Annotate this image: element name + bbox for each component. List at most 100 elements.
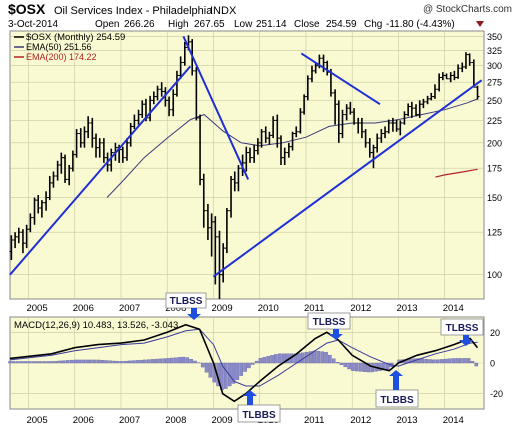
macd-histogram-bar — [82, 360, 85, 363]
macd-histogram-bar — [270, 355, 273, 363]
macd-histogram-bar — [243, 363, 246, 371]
macd-histogram-bar — [43, 361, 46, 363]
price-y-tick: 200 — [487, 138, 502, 148]
macd-histogram-bar — [55, 361, 58, 363]
macd-histogram-bar — [475, 363, 478, 366]
macd-histogram-bar — [259, 358, 262, 363]
macd-histogram-bar — [267, 356, 270, 363]
price-x-tick: 2012 — [350, 303, 371, 314]
macd-histogram-bar — [348, 363, 351, 369]
macd-histogram-bar — [143, 360, 146, 363]
open-value: 266.26 — [124, 19, 155, 30]
macd-histogram-bar — [359, 363, 362, 371]
macd-histogram-bar — [428, 359, 431, 363]
price-x-tick: 2010 — [258, 303, 279, 314]
callout-label: TLBSS — [313, 317, 346, 328]
macd-histogram-bar — [132, 361, 135, 363]
macd-histogram-bar — [201, 363, 204, 367]
macd-histogram-bar — [247, 363, 250, 368]
macd-histogram-bar — [205, 363, 208, 372]
macd-histogram-bar — [240, 363, 243, 376]
legend-ema50-label: EMA(50) 251.56 — [26, 42, 92, 52]
price-y-tick: 275 — [487, 78, 502, 88]
macd-histogram-bar — [463, 358, 466, 363]
macd-histogram-bar — [105, 360, 108, 363]
macd-histogram-bar — [24, 361, 27, 363]
macd-histogram-bar — [425, 359, 428, 363]
price-y-tick: 150 — [487, 193, 502, 203]
macd-histogram-bar — [324, 352, 327, 363]
macd-histogram-bar — [363, 363, 366, 372]
price-x-tick: 2009 — [211, 303, 232, 314]
macd-x-tick: 2012 — [350, 415, 371, 426]
macd-histogram-bar — [328, 355, 331, 363]
macd-histogram-bar — [178, 357, 181, 363]
exchange-label: INDX — [210, 5, 237, 17]
callout-label: TLBSS — [446, 323, 479, 334]
macd-histogram-bar — [39, 361, 42, 363]
macd-histogram-bar — [47, 361, 50, 363]
date-label: 3-Oct-2014 — [8, 19, 58, 30]
macd-histogram-bar — [147, 360, 150, 363]
macd-x-tick: 2009 — [211, 415, 232, 426]
macd-histogram-bar — [163, 359, 166, 363]
macd-y-tick: 20 — [490, 328, 500, 338]
macd-y-tick: -20 — [490, 389, 503, 399]
macd-histogram-bar — [20, 361, 23, 363]
price-y-tick: 100 — [487, 270, 502, 280]
macd-histogram-bar — [28, 361, 31, 363]
macd-histogram-bar — [236, 363, 239, 380]
macd-histogram-bar — [471, 361, 474, 363]
macd-histogram-bar — [255, 361, 258, 363]
macd-histogram-bar — [344, 363, 347, 367]
macd-histogram-bar — [136, 360, 139, 363]
macd-x-tick: 2007 — [119, 415, 140, 426]
macd-histogram-bar — [58, 361, 61, 363]
high-label: High — [168, 19, 189, 30]
macd-histogram-bar — [97, 360, 100, 363]
price-y-tick: 250 — [487, 96, 502, 106]
legend-ema200-label: EMA(200) 174.22 — [26, 52, 97, 62]
macd-histogram-bar — [440, 359, 443, 363]
macd-histogram-bar — [455, 358, 458, 363]
macd-histogram-bar — [190, 359, 193, 363]
macd-histogram-bar — [32, 361, 35, 363]
low-label: Low — [234, 19, 253, 30]
macd-x-tick: 2008 — [165, 415, 186, 426]
close-value: 254.59 — [326, 19, 357, 30]
macd-histogram-bar — [452, 358, 455, 363]
macd-histogram-bar — [112, 361, 115, 363]
macd-histogram-bar — [351, 363, 354, 371]
macd-histogram-bar — [151, 359, 154, 363]
macd-histogram-bar — [124, 361, 127, 363]
macd-histogram-bar — [89, 360, 92, 363]
macd-histogram-bar — [313, 351, 316, 363]
macd-histogram-bar — [12, 361, 15, 363]
price-y-tick: 325 — [487, 46, 502, 56]
macd-histogram-bar — [66, 360, 69, 363]
macd-histogram-bar — [448, 359, 451, 363]
macd-title: MACD(12,26,9) 10.483, 13.526, -3.043 — [14, 320, 178, 331]
macd-histogram-bar — [340, 363, 343, 365]
macd-histogram-bar — [93, 360, 96, 363]
macd-histogram-bar — [436, 360, 439, 363]
macd-histogram-bar — [85, 360, 88, 363]
price-y-tick: 175 — [487, 164, 502, 174]
macd-histogram-bar — [35, 361, 38, 363]
macd-histogram-bar — [193, 361, 196, 363]
macd-histogram-bar — [174, 358, 177, 363]
macd-histogram-bar — [120, 361, 123, 363]
macd-histogram-bar — [459, 358, 462, 363]
macd-histogram-bar — [62, 361, 65, 363]
callout-label: TLBBS — [242, 410, 276, 421]
price-y-tick: 225 — [487, 116, 502, 126]
macd-histogram-bar — [155, 359, 158, 363]
chg-value: -11.80 (-4.43%) — [386, 19, 455, 30]
price-x-tick: 2013 — [396, 303, 417, 314]
macd-histogram-bar — [139, 360, 142, 363]
close-label: Close — [294, 19, 320, 30]
macd-histogram-bar — [378, 363, 381, 371]
price-y-tick: 350 — [487, 32, 502, 42]
macd-histogram-bar — [128, 361, 131, 363]
